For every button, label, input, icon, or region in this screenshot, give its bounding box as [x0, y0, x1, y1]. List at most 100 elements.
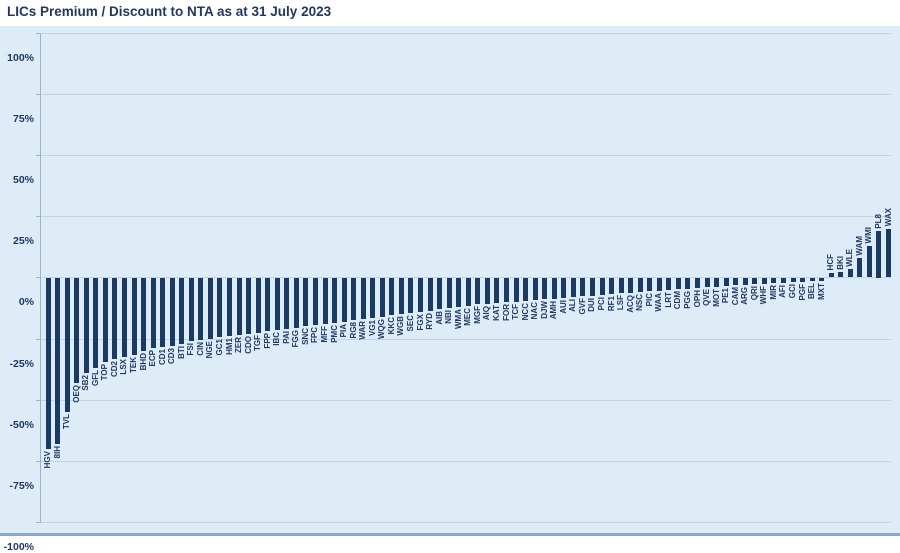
bar-label-BEL: BEL [807, 283, 817, 300]
bar-label-PGF: PGF [797, 283, 807, 301]
y-tick [36, 400, 41, 401]
bar-PMC [332, 277, 337, 323]
bar-label-GCI: GCI [788, 284, 797, 299]
bar-PGG [685, 277, 691, 289]
bar-label-ECP: ECP [148, 350, 158, 367]
bar-MFF [322, 277, 328, 324]
bar-HGV [45, 277, 51, 449]
bar-label-HCF: HCF [826, 254, 836, 271]
bar-label-AFI: AFI [778, 284, 788, 298]
page: { "title": "LICs Premium / Discount to N… [0, 4, 900, 553]
bar-label-PGG: PGG [682, 290, 692, 309]
bar-label-PE1: PE1 [721, 288, 731, 304]
bar-HCF [828, 272, 834, 278]
bar-FSI [188, 277, 194, 342]
bar-PIA [341, 277, 347, 322]
bar-BKI [838, 271, 844, 278]
bar-AMH [551, 277, 557, 299]
y-tick [36, 216, 41, 217]
bar-label-PL8: PL8 [873, 214, 883, 229]
bar-label-NGE: NGE [205, 340, 215, 358]
bar-QRI [752, 277, 758, 285]
bar-QVE [704, 277, 710, 288]
bar-label-PIA: PIA [339, 323, 349, 337]
y-axis-label: -50% [9, 419, 34, 431]
y-tick [36, 94, 41, 95]
bar-label-FSI: FSI [186, 343, 196, 356]
bar-GVF [580, 277, 586, 297]
bar-MGF [475, 277, 481, 305]
bar-label-TCF: TCF [511, 303, 520, 320]
bar-label-SB2: SB2 [81, 374, 91, 391]
bar-label-8IH: 8IH [52, 445, 62, 459]
gridline-100% [41, 33, 891, 34]
bar-label-WAA: WAA [654, 292, 664, 312]
bar-AFI [780, 277, 786, 283]
bar-AIQ [484, 277, 490, 304]
y-tick [36, 461, 41, 462]
bar-LSF [618, 277, 624, 294]
y-axis-label: 0% [18, 296, 34, 308]
bar-NSC [637, 277, 643, 293]
bar-TVL [64, 277, 70, 412]
bar-WMA [456, 277, 462, 307]
bar-label-LSF: LSF [616, 295, 626, 311]
y-axis-label: 25% [12, 235, 34, 247]
bar-label-FOR: FOR [501, 304, 511, 322]
bar-CAM [733, 277, 739, 286]
gridline-75% [41, 94, 891, 95]
bar-label-GC1: GC1 [214, 339, 224, 356]
bottom-border-strip [0, 533, 900, 536]
bar-FPP [265, 277, 271, 332]
bar-PL8 [876, 231, 882, 278]
bar-TEK [131, 277, 137, 355]
bar-MIR [771, 277, 777, 284]
bar-label-ALI: ALI [568, 299, 578, 312]
bar-label-MFF: MFF [320, 326, 329, 343]
bar-WHF [761, 277, 767, 284]
bar-ACQ [628, 277, 634, 293]
bar-SNC [303, 277, 309, 327]
bar-VG1 [370, 277, 376, 318]
bar-CD2 [112, 277, 118, 360]
bar-AIB [437, 277, 443, 310]
bar-PGF [800, 277, 805, 282]
bar-label-PMC: PMC [329, 324, 339, 343]
bar-label-QVE: QVE [702, 289, 711, 307]
bar-WAM [857, 257, 863, 278]
chart-title: LICs Premium / Discount to NTA as at 31 … [7, 4, 332, 19]
bar-label-ZER: ZER [234, 337, 243, 353]
bar-label-MXT: MXT [816, 282, 826, 300]
bar-label-KAT: KAT [491, 304, 501, 321]
y-axis-label: -100% [3, 541, 34, 553]
bar-label-BHD: BHD [138, 352, 148, 371]
bar-FPC [312, 277, 318, 326]
bar-ARG [742, 277, 748, 285]
bar-KKC [389, 277, 395, 316]
bar-PCI [599, 277, 605, 295]
bar-label-WLE: WLE [845, 249, 855, 267]
bar-label-FGG: FGG [291, 329, 301, 347]
bar-WQG [379, 277, 385, 317]
bar-IBC [274, 277, 280, 331]
bar-PAI [284, 277, 290, 329]
bar-BEL [809, 277, 815, 282]
y-tick [36, 522, 41, 523]
bar-FGG [293, 277, 299, 328]
bar-AUI [561, 277, 567, 298]
bar-WAR [360, 277, 366, 320]
bar-label-NSC: NSC [635, 294, 645, 312]
bar-CD3 [169, 277, 175, 346]
plot: HGV 8IH TVL OEQ SB2 GFL TOP CD2 LSX TEK BHD ECP CD1 C… [36, 33, 894, 523]
bar-label-WHF: WHF [759, 285, 769, 305]
bar-NCC [523, 277, 529, 301]
y-axis-label: 50% [12, 174, 34, 186]
bar-label-WAR: WAR [358, 321, 368, 340]
bar-CDO [246, 277, 252, 334]
bar-MOT [714, 277, 720, 287]
bar-label-FPC: FPC [310, 327, 320, 344]
bar-WMI [866, 245, 872, 278]
bar-KAT [494, 277, 500, 303]
bar-CIN [198, 277, 204, 340]
bar-NAC [532, 277, 538, 300]
